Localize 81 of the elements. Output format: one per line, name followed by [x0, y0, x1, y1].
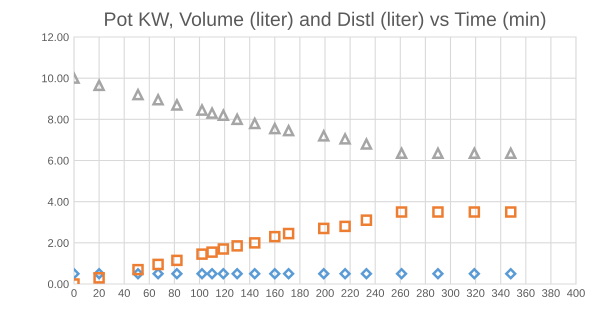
x-tick-label: 320 [466, 289, 484, 298]
x-tick-label: 140 [241, 289, 259, 298]
point [318, 268, 330, 280]
point [360, 138, 372, 150]
point [206, 107, 218, 119]
x-tick-label: 260 [392, 289, 410, 298]
y-tick-label: 2.00 [48, 239, 69, 247]
point [196, 248, 208, 260]
y-tick-label: 6.00 [48, 156, 69, 165]
point [269, 230, 281, 242]
y-tick-label: 8.00 [48, 116, 69, 124]
x-tick-label: 60 [144, 289, 156, 298]
x-tick-label: 400 [566, 289, 585, 298]
x-tick-label: 300 [442, 289, 460, 298]
point [206, 246, 218, 258]
point [468, 206, 480, 218]
y-tick-label: 4.00 [48, 198, 69, 206]
x-tick-label: 220 [341, 289, 359, 298]
x-tick-label: 360 [516, 289, 535, 298]
point [152, 94, 164, 106]
point [171, 99, 183, 111]
point [468, 268, 480, 280]
x-tick-label: 100 [191, 289, 208, 298]
point [396, 206, 408, 218]
point [93, 272, 105, 284]
point [206, 268, 218, 280]
point [269, 268, 280, 280]
point [93, 80, 105, 92]
point [171, 268, 183, 280]
point [218, 268, 230, 280]
x-tick-label: 20 [93, 289, 105, 298]
x-tick-label: 160 [266, 289, 284, 298]
point [339, 268, 351, 280]
point [505, 268, 516, 280]
x-tick-label: 240 [366, 289, 384, 298]
x-tick-label: 280 [416, 289, 434, 298]
point [468, 148, 480, 160]
point [360, 268, 372, 280]
y-tick-label: 10.00 [42, 74, 69, 82]
y-tick-label: 0.00 [48, 280, 69, 288]
point [282, 228, 294, 240]
point [282, 268, 294, 280]
point [282, 124, 294, 136]
x-tick-label: 180 [291, 289, 309, 298]
point [248, 237, 260, 249]
x-tick-label: 340 [492, 289, 510, 298]
point [171, 254, 183, 266]
x-tick-label: 0 [71, 289, 77, 298]
point [152, 268, 164, 280]
point [504, 148, 517, 160]
point [396, 148, 408, 160]
point [432, 148, 444, 160]
point [231, 240, 243, 252]
chart-title: Pot KW, Volume (liter) and Distl (liter) vs Time (min) [105, 12, 546, 30]
point [318, 130, 330, 142]
point [396, 268, 408, 280]
x-tick-label: 80 [168, 289, 180, 298]
point [269, 122, 281, 134]
point [248, 118, 260, 130]
x-tick-label: 120 [216, 289, 234, 298]
point [432, 206, 444, 218]
point [231, 114, 243, 126]
point [152, 258, 164, 270]
point [432, 268, 444, 280]
point [339, 133, 351, 145]
point [504, 206, 517, 218]
point [218, 109, 230, 121]
point [339, 220, 351, 232]
point [249, 268, 260, 280]
point [318, 222, 330, 234]
x-tick-label: 200 [316, 289, 334, 298]
point [360, 214, 372, 226]
point [218, 243, 230, 255]
y-tick-label: 12.00 [42, 33, 69, 42]
x-tick-label: 380 [542, 289, 560, 298]
point [132, 88, 144, 100]
point [196, 268, 208, 280]
point [132, 264, 144, 276]
x-tick-label: 40 [118, 289, 130, 298]
point [196, 104, 208, 116]
point [231, 268, 243, 280]
